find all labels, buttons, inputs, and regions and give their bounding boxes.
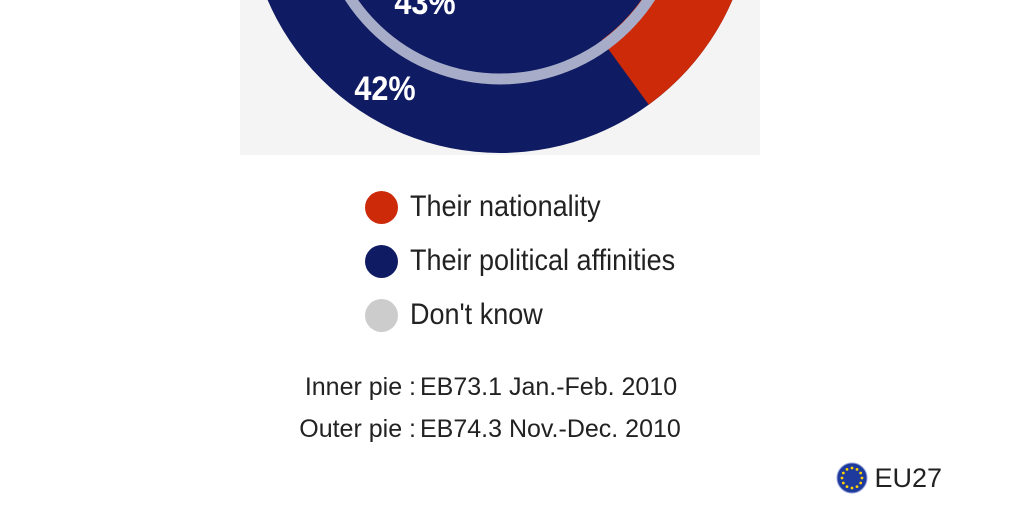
source-outer-key: Outer pie : <box>299 414 416 443</box>
eu-star-icon <box>842 481 846 485</box>
outer-political-label: 42% <box>354 70 415 108</box>
inner-pie <box>344 0 656 85</box>
legend-label-nationality: Their nationality <box>410 190 601 223</box>
eu-star-icon <box>846 485 849 489</box>
eu27-badge: EU27 <box>836 462 942 494</box>
badge-label: EU27 <box>874 462 942 493</box>
source-inner-value: EB73.1 Jan.-Feb. 2010 <box>420 372 678 401</box>
legend-label-political: Their political affinities <box>410 244 676 277</box>
source-outer-value: EB74.3 Nov.-Dec. 2010 <box>420 414 681 443</box>
percentage-labels: 43% 42% <box>354 0 455 107</box>
inner-political-label: 43% <box>394 0 455 21</box>
legend-swatch-nationality <box>365 190 398 224</box>
legend-swatch-dont-know <box>365 298 398 332</box>
eu-star-icon <box>846 467 849 471</box>
legend: Their nationality Their political affini… <box>365 180 705 342</box>
eu-star-icon <box>842 471 846 475</box>
source-inner: Inner pie : EB73.1 Jan.-Feb. 2010 <box>298 366 681 408</box>
nested-pie-chart: 43% 42% <box>240 0 760 155</box>
legend-item-dont-know: Don't know <box>365 288 705 342</box>
eu-flag-icon <box>836 462 868 494</box>
eu-star-icon <box>859 481 863 485</box>
source-notes: Inner pie : EB73.1 Jan.-Feb. 2010 Outer … <box>298 366 681 450</box>
inner-slice-political <box>358 0 642 73</box>
eu-star-icon <box>841 476 844 480</box>
eu-star-icon <box>851 486 854 490</box>
source-inner-key: Inner pie : <box>304 372 416 401</box>
inner-pie-boundary <box>344 0 656 85</box>
legend-item-nationality: Their nationality <box>365 180 705 234</box>
legend-item-political: Their political affinities <box>365 234 705 288</box>
legend-label-dont-know: Don't know <box>410 298 543 331</box>
eu-star-icon <box>859 471 863 475</box>
eu-star-icon <box>851 466 854 470</box>
source-outer: Outer pie : EB74.3 Nov.-Dec. 2010 <box>298 408 681 450</box>
eu-star-icon <box>856 467 859 471</box>
eu-star-icon <box>861 476 864 480</box>
legend-swatch-political <box>365 244 398 278</box>
eu-star-icon <box>856 485 859 489</box>
